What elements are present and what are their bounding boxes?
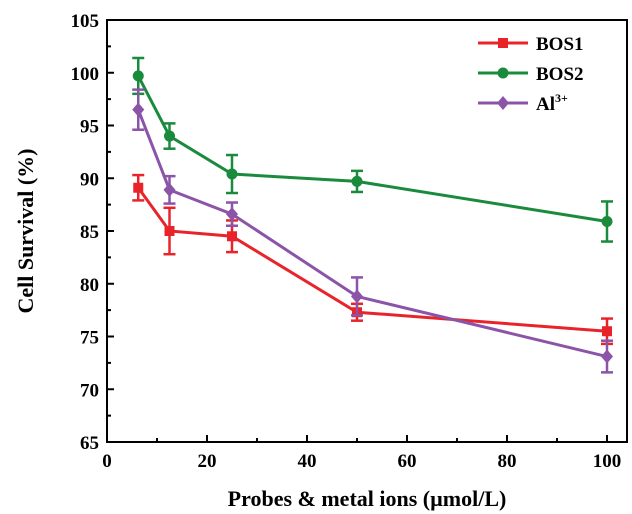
legend-label-text: Al bbox=[536, 94, 555, 115]
legend-label: BOS2 bbox=[536, 64, 584, 85]
y-tick-label: 100 bbox=[71, 64, 100, 85]
legend-item-3: Al3+ bbox=[478, 91, 568, 115]
data-point bbox=[351, 175, 363, 187]
legend-marker bbox=[497, 96, 509, 110]
legend-marker bbox=[497, 67, 509, 79]
legend: BOS1 BOS2 Al3+ bbox=[478, 34, 584, 115]
y-tick-label: 95 bbox=[80, 117, 99, 138]
data-point bbox=[133, 182, 144, 193]
legend-label-superscript: 3+ bbox=[555, 91, 568, 105]
data-point bbox=[351, 289, 363, 304]
y-tick-label: 65 bbox=[80, 433, 99, 454]
data-point bbox=[601, 216, 613, 228]
data-point bbox=[226, 168, 238, 180]
legend-label-text: BOS1 bbox=[536, 34, 584, 55]
x-tick-label: 80 bbox=[498, 451, 517, 472]
y-axis: 65 70 75 80 85 90 95 100 105 bbox=[71, 11, 114, 454]
data-point bbox=[132, 102, 145, 117]
data-point bbox=[164, 226, 175, 236]
data-point bbox=[226, 207, 238, 222]
data-point bbox=[602, 326, 612, 337]
y-tick-label: 70 bbox=[80, 380, 99, 401]
x-tick-label: 100 bbox=[593, 451, 622, 472]
y-tick-label: 105 bbox=[71, 11, 100, 32]
data-point bbox=[132, 70, 144, 82]
x-tick-label: 0 bbox=[102, 451, 112, 472]
legend-item-1: BOS1 bbox=[478, 34, 584, 55]
y-tick-label: 75 bbox=[80, 328, 99, 349]
legend-label-text: BOS2 bbox=[536, 64, 584, 85]
x-tick-label: 20 bbox=[198, 451, 217, 472]
data-point bbox=[164, 130, 175, 142]
y-tick-label: 90 bbox=[80, 169, 99, 190]
x-tick-label: 40 bbox=[298, 451, 317, 472]
legend-label: BOS1 bbox=[536, 34, 584, 55]
y-tick-label: 85 bbox=[80, 222, 99, 243]
x-tick-label: 60 bbox=[398, 451, 417, 472]
data-point bbox=[601, 349, 613, 364]
data-point bbox=[163, 182, 176, 197]
data-point bbox=[227, 231, 237, 242]
legend-label: Al3+ bbox=[536, 91, 568, 115]
legend-item-2: BOS2 bbox=[478, 64, 584, 85]
series-3 bbox=[132, 88, 613, 374]
series-1 bbox=[132, 173, 613, 346]
series-layer bbox=[132, 56, 613, 374]
y-tick-label: 80 bbox=[80, 275, 99, 296]
y-axis-title: Cell Survival (%) bbox=[13, 149, 38, 314]
x-axis-title: Probes & metal ions (µmol/L) bbox=[228, 486, 507, 511]
legend-marker bbox=[498, 38, 508, 48]
x-axis: 0 20 40 60 80 100 bbox=[102, 435, 621, 472]
series-2 bbox=[132, 56, 613, 243]
